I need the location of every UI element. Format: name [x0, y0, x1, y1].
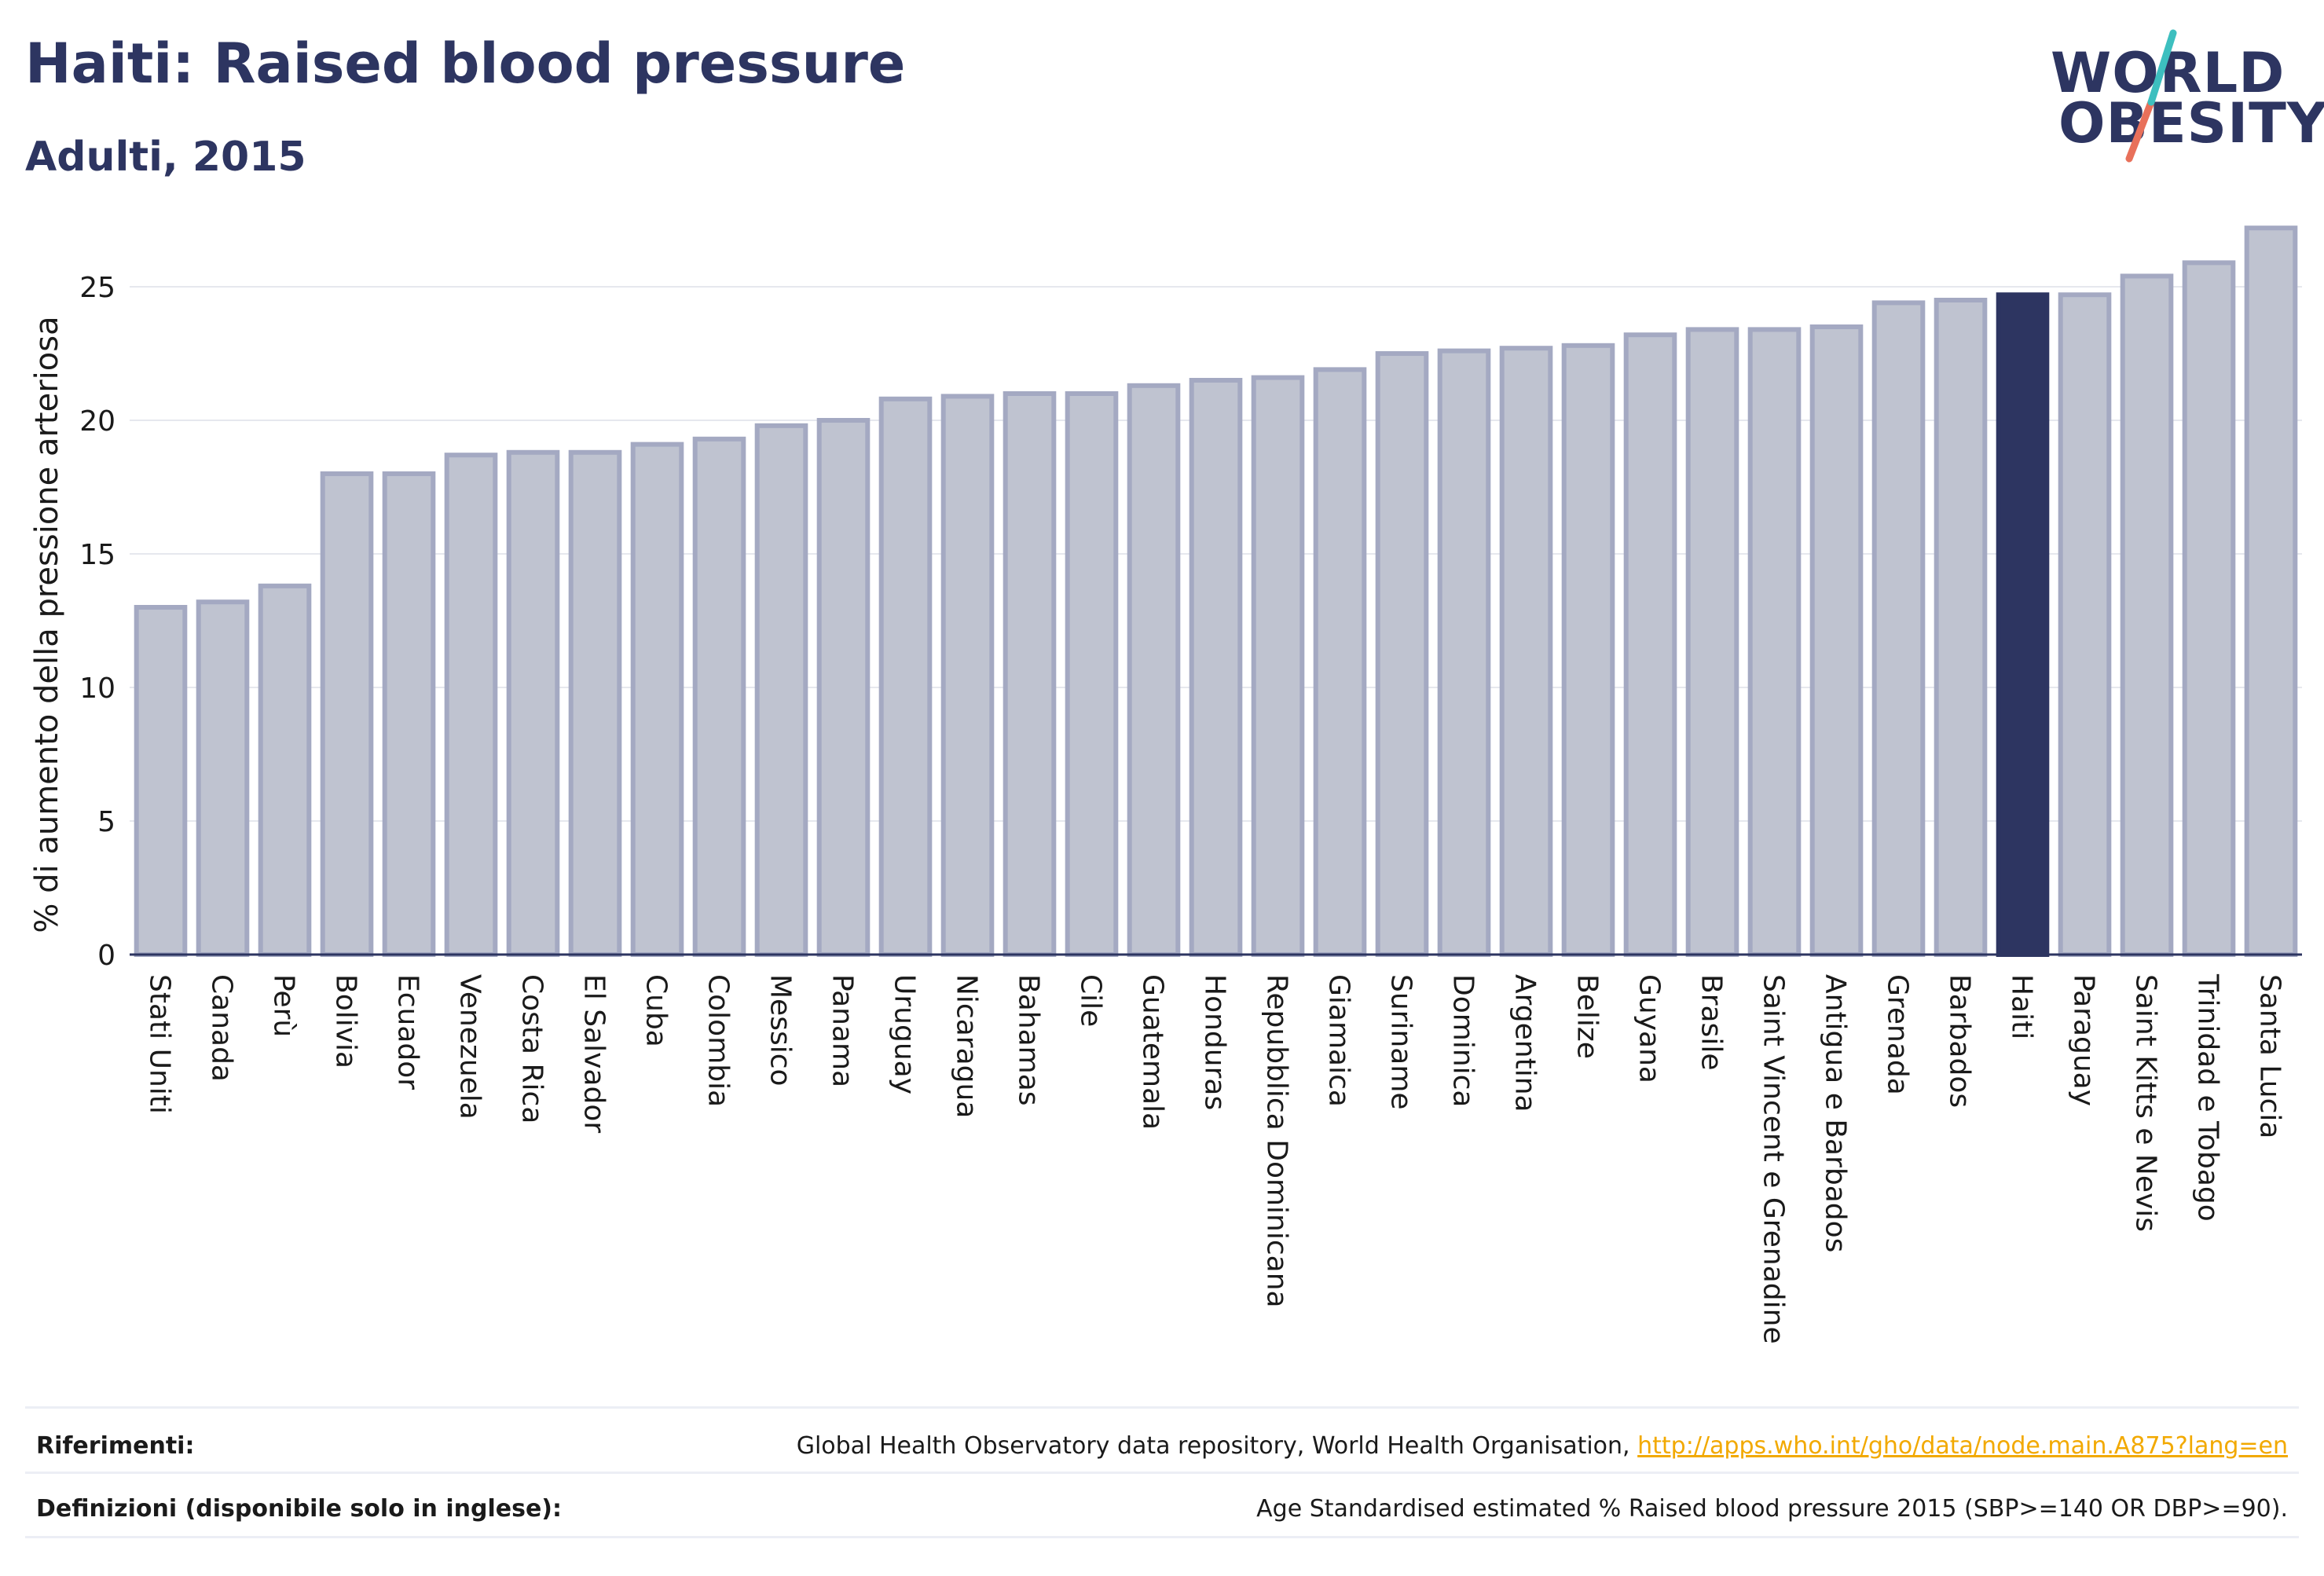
bar-honduras [1189, 378, 1243, 957]
x-tick-label: Honduras [1199, 974, 1231, 1110]
references-label: Riferimenti: [36, 1431, 195, 1460]
footer-divider-top [25, 1406, 2299, 1409]
chart-title: Haiti: Raised blood pressure [25, 31, 906, 96]
x-tick-label: Colombia [702, 974, 735, 1107]
references-link[interactable]: http://apps.who.int/gho/data/node.main.A… [1637, 1431, 2288, 1460]
references-value: Global Health Observatory data repositor… [797, 1432, 2288, 1460]
x-tick-layer: Stati Uniti Canada Perù Bolivia Ecuador Venez… [144, 973, 2286, 1344]
x-tick-label: Canada [206, 974, 238, 1082]
references-row: Riferimenti: Global Health Observatory d… [36, 1418, 2288, 1473]
bar-grenada [1871, 300, 1926, 957]
x-tick-label: Trinidad e Tobago [2192, 973, 2224, 1222]
y-tick-label: 10 [79, 673, 115, 705]
x-tick-label: Guatemala [1137, 974, 1169, 1130]
bar-argentina [1499, 346, 1553, 957]
bar-trinidad-e-tobago [2182, 260, 2236, 957]
x-tick-label: Cuba [640, 974, 673, 1047]
bar-bolivia [320, 471, 374, 957]
bar-santa-lucia [2244, 225, 2298, 957]
bar-haiti [1996, 292, 2050, 957]
x-tick-label: Guyana [1633, 974, 1666, 1083]
bar-colombia [692, 436, 746, 957]
bar-belize [1561, 343, 1615, 957]
bar-ecuador [382, 471, 436, 957]
bar-el-salvador [568, 449, 622, 957]
bar-canada [196, 599, 250, 957]
y-tick-label: 5 [97, 806, 115, 838]
x-tick-label: Bolivia [330, 974, 362, 1068]
bar-paraguay [2058, 292, 2112, 957]
x-tick-label: Argentina [1509, 974, 1541, 1112]
bar-suriname [1375, 351, 1429, 957]
logo-slash-icon [2125, 29, 2177, 163]
y-axis-label: % di aumento della pressione arteriosa [29, 316, 65, 933]
y-tick-label: 15 [79, 539, 115, 571]
x-tick-label: Paraguay [2068, 974, 2100, 1106]
bar-saint-kitts-e-nevis [2120, 273, 2174, 957]
chart-subtitle: Adulti, 2015 [25, 134, 306, 181]
x-tick-label: Costa Rica [516, 974, 548, 1123]
world-obesity-logo: WORLD OBESITY [2051, 24, 2324, 165]
x-tick-label: Antigua e Barbados [1820, 974, 1852, 1252]
bar-uruguay [878, 396, 933, 957]
x-tick-label: El Salvador [578, 974, 610, 1133]
bar-repubblica-dominicana [1251, 375, 1305, 958]
x-tick-label: Bahamas [1013, 974, 1045, 1106]
y-tick-layer: 0 5 10 15 20 25 [79, 272, 115, 972]
bar-bahamas [1003, 391, 1057, 957]
logo-word-obesity: OBESITY [2058, 91, 2324, 156]
x-tick-label: Perù [268, 974, 300, 1037]
bar-messico [754, 423, 808, 957]
y-tick-label: 20 [79, 405, 115, 438]
x-tick-label: Santa Lucia [2254, 974, 2286, 1138]
x-tick-label: Saint Vincent e Grenadine [1758, 974, 1790, 1344]
bar-guyana [1623, 332, 1677, 957]
bar-chart: 0 5 10 15 20 25 Stati Uniti Canada Perù Bolivia E… [29, 225, 2302, 1344]
bar-giamaica [1313, 367, 1367, 957]
bar-panama [816, 418, 871, 957]
footer-divider-middle [25, 1472, 2299, 1474]
x-tick-label: Grenada [1882, 974, 1914, 1095]
x-tick-label: Cile [1075, 974, 1107, 1027]
bar-nicaragua [940, 394, 995, 957]
y-tick-label: 25 [79, 272, 115, 304]
x-tick-label: Brasile [1695, 974, 1728, 1070]
x-tick-label: Repubblica Dominicana [1261, 974, 1293, 1308]
x-tick-label: Giamaica [1323, 974, 1355, 1107]
x-tick-label: Saint Kitts e Nevis [2130, 974, 2162, 1232]
bar-barbados [1934, 298, 1988, 957]
bar-guatemala [1127, 383, 1181, 957]
x-tick-label: Belize [1571, 974, 1604, 1059]
footer-divider-bottom [25, 1536, 2299, 1538]
bar-brasile [1685, 327, 1739, 957]
definitions-row: Definizioni (disponibile solo in inglese… [36, 1481, 2288, 1536]
bar-per- [258, 583, 312, 957]
x-tick-label: Stati Uniti [144, 974, 176, 1114]
definitions-text: Age Standardised estimated % Raised bloo… [1256, 1494, 2288, 1523]
x-tick-label: Venezuela [454, 974, 486, 1120]
definitions-label: Definizioni (disponibile solo in inglese… [36, 1494, 562, 1523]
y-tick-label: 0 [97, 940, 115, 972]
references-text: Global Health Observatory data repositor… [796, 1431, 1630, 1460]
bar-saint-vincent-e-grenadine [1747, 327, 1802, 957]
x-tick-label: Messico [764, 974, 797, 1087]
bar-venezuela [444, 453, 498, 957]
bar-antigua-e-barbados [1809, 324, 1864, 957]
x-tick-label: Nicaragua [951, 974, 983, 1118]
bar-cuba [630, 442, 684, 957]
x-tick-label: Ecuador [392, 974, 424, 1090]
x-tick-label: Suriname [1385, 974, 1417, 1110]
bar-dominica [1437, 348, 1491, 958]
bar-layer [130, 225, 2302, 958]
bar-stati-uniti [134, 605, 188, 957]
x-tick-label: Panama [827, 974, 859, 1087]
bar-cile [1065, 391, 1119, 957]
x-tick-label: Uruguay [889, 974, 921, 1094]
bar-costa-rica [506, 449, 560, 957]
x-tick-label: Barbados [1944, 974, 1976, 1108]
x-tick-label: Dominica [1447, 974, 1479, 1108]
x-tick-label: Haiti [2006, 974, 2038, 1039]
